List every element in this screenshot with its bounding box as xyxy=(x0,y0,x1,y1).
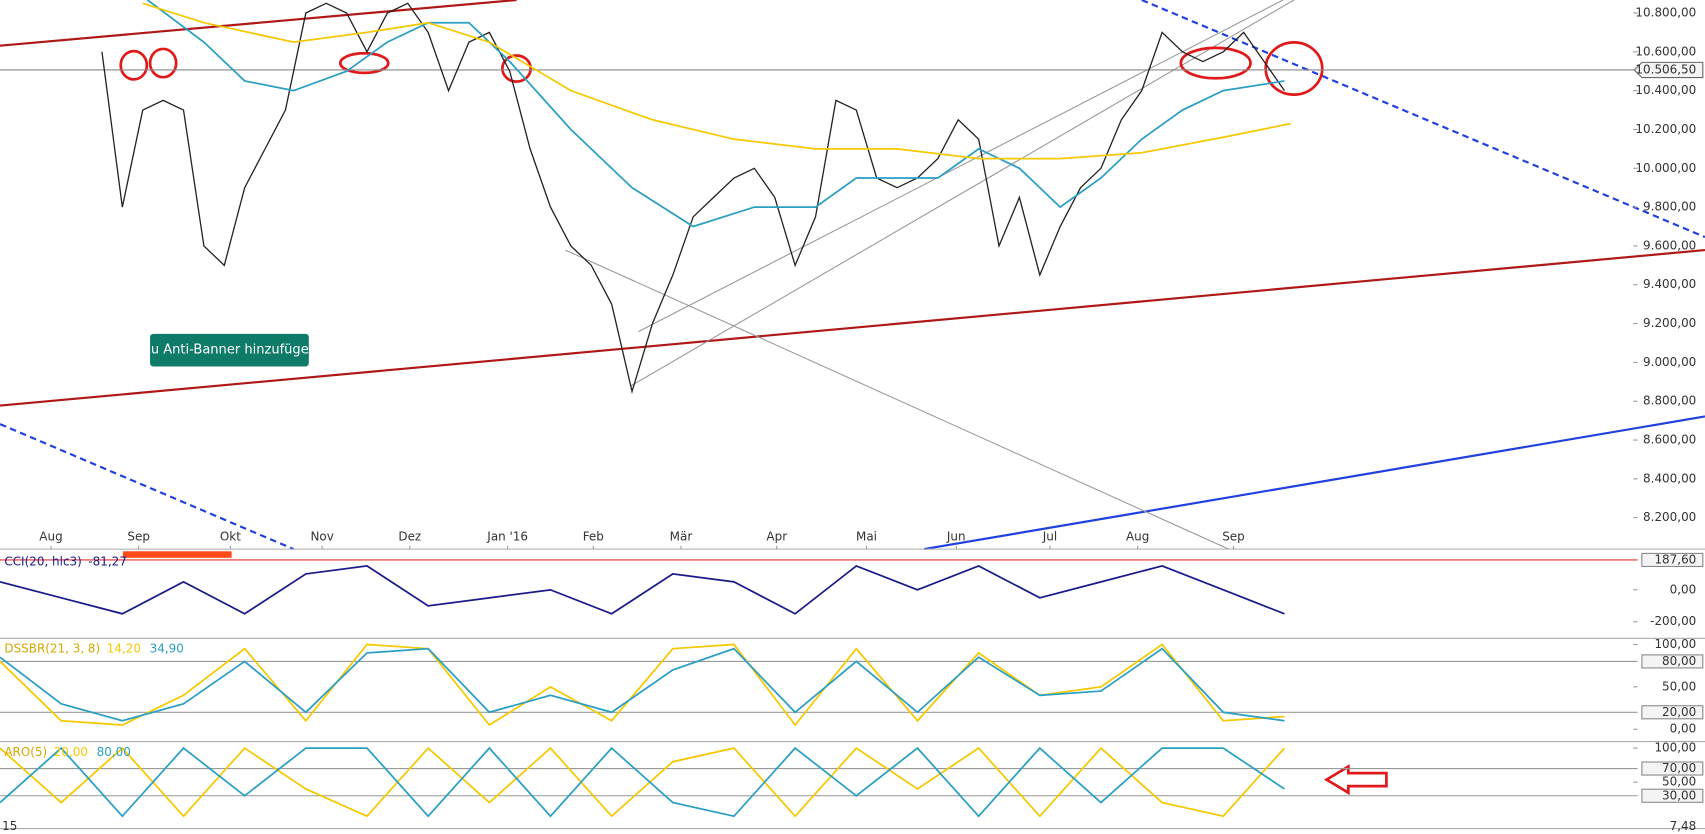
y-tick-label: 10.800,00 xyxy=(1635,6,1696,20)
level-box xyxy=(1641,788,1704,803)
y-tick-label: 50,00 xyxy=(1662,679,1696,693)
annotations xyxy=(119,41,1388,796)
y-tick-label: 50,00 xyxy=(1662,775,1696,789)
y-tick-label: 9.200,00 xyxy=(1643,316,1696,330)
y-tick-label: -200,00 xyxy=(1650,614,1696,628)
x-tick-label: Apr xyxy=(766,530,787,544)
trend-line xyxy=(924,415,1705,551)
button-bg[interactable] xyxy=(150,333,309,367)
series-value: -81,27 xyxy=(88,555,127,569)
last-price-label: 10.506,50 xyxy=(1635,62,1696,76)
series-line xyxy=(146,0,1285,228)
x-tick-label: Aug xyxy=(1126,530,1149,544)
x-tick-label: Dez xyxy=(398,530,421,544)
trend-line xyxy=(1141,0,1705,239)
y-tick-label: 10.600,00 xyxy=(1635,44,1696,58)
pane-title: ARO(5) xyxy=(4,745,47,759)
x-tick-label: Jul xyxy=(1042,530,1057,544)
y-tick-label: 8.800,00 xyxy=(1643,394,1696,408)
axis-bottom-label: 7,48 xyxy=(1670,819,1697,833)
y-tick-label: 9.600,00 xyxy=(1643,238,1696,252)
series-line xyxy=(0,746,1286,818)
trend-line xyxy=(0,0,517,47)
level-box xyxy=(1641,761,1704,776)
series-line xyxy=(0,647,1285,722)
y-tick-label: 9.800,00 xyxy=(1643,200,1696,214)
y-tick-label: 9.000,00 xyxy=(1643,355,1696,369)
button-label[interactable]: Zu Anti-Banner hinzufügen xyxy=(142,343,317,358)
series-line xyxy=(0,564,1285,615)
circle xyxy=(338,51,390,75)
series-value: 20,00 xyxy=(54,745,88,759)
y-tick-label: 10.400,00 xyxy=(1635,83,1696,97)
y-tick-label: 8.200,00 xyxy=(1643,510,1696,524)
circle xyxy=(1264,41,1324,96)
y-tick-label: 10.200,00 xyxy=(1635,122,1696,136)
circle xyxy=(1179,46,1252,80)
level-label: 80,00 xyxy=(1662,654,1696,668)
trend-line xyxy=(638,0,1284,333)
x-tick-label: Jan '16 xyxy=(486,530,528,544)
x-tick-label: Okt xyxy=(220,530,241,544)
circle xyxy=(148,47,178,79)
y-tick-label: 9.400,00 xyxy=(1643,277,1696,291)
series-value: 14,20 xyxy=(107,642,141,656)
marker-bar xyxy=(122,551,232,558)
level-label: 70,00 xyxy=(1662,761,1696,775)
level-label: 30,00 xyxy=(1662,788,1696,802)
corner-label: 15 xyxy=(2,819,17,833)
series-line xyxy=(142,2,1291,160)
y-tick-label: 8.600,00 xyxy=(1643,433,1696,447)
level-label: 187,60 xyxy=(1654,552,1696,566)
x-tick-label: Nov xyxy=(310,530,333,544)
x-tick-label: Mai xyxy=(856,530,877,544)
x-tick-label: Sep xyxy=(127,530,150,544)
trend-line xyxy=(630,0,1295,387)
level-box xyxy=(1641,552,1704,568)
y-tick-label: 0,00 xyxy=(1670,722,1697,736)
level-box xyxy=(1641,654,1704,669)
x-tick-label: Mär xyxy=(670,530,693,544)
x-tick-label: Aug xyxy=(39,530,62,544)
trend-line xyxy=(565,249,1229,550)
x-tick-label: Feb xyxy=(583,530,604,544)
trend-line xyxy=(0,423,295,551)
circle xyxy=(119,49,149,81)
last-price-box xyxy=(1633,61,1704,79)
x-tick-label: Sep xyxy=(1222,530,1245,544)
x-tick-label: Jun xyxy=(946,530,966,544)
series-line xyxy=(101,2,1285,395)
arrow xyxy=(1323,764,1388,796)
button[interactable]: Zu Anti-Banner hinzufügen xyxy=(142,333,317,367)
trend-line xyxy=(0,249,1705,407)
level-label: 20,00 xyxy=(1662,705,1696,719)
pane-title: CCI(20, hlc3) xyxy=(4,555,81,569)
y-tick-label: 8.400,00 xyxy=(1643,471,1696,485)
y-tick-label: 0,00 xyxy=(1670,582,1697,596)
circle xyxy=(501,54,533,83)
y-tick-label: 100,00 xyxy=(1654,637,1696,651)
pane-title: DSSBR(21, 3, 8) xyxy=(4,642,100,656)
series-value: 80,00 xyxy=(97,745,131,759)
level-box xyxy=(1641,705,1704,720)
series-line xyxy=(0,643,1285,727)
series-value: 34,90 xyxy=(150,642,184,656)
y-tick-label: 100,00 xyxy=(1654,741,1696,755)
series-line xyxy=(0,746,1285,818)
y-tick-label: 10.000,00 xyxy=(1635,161,1696,175)
